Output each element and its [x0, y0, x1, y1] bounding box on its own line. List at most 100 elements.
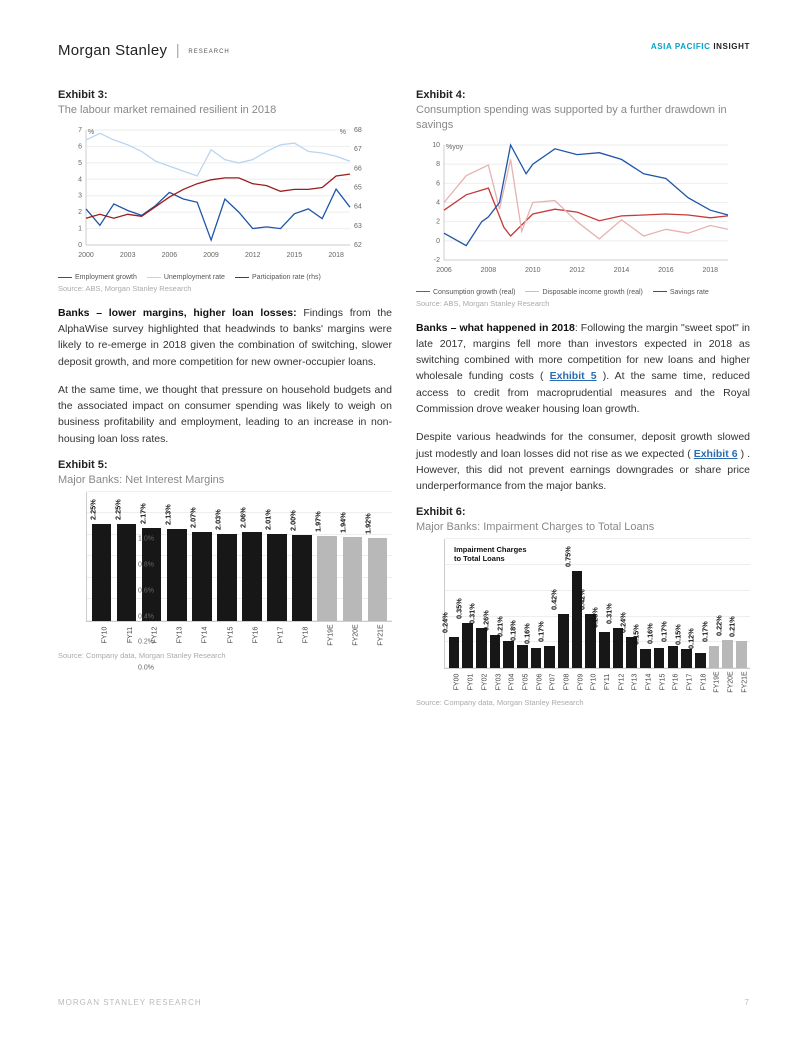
header-tag: ASIA PACIFIC INSIGHT: [651, 42, 750, 51]
header-insight: INSIGHT: [713, 42, 750, 51]
bar-FY19E: 0.17%FY19E: [707, 539, 721, 668]
exhibit5-subtitle: Major Banks: Net Interest Margins: [58, 473, 392, 488]
svg-text:2009: 2009: [203, 252, 219, 259]
svg-text:66: 66: [354, 165, 362, 172]
svg-text:2010: 2010: [525, 267, 541, 274]
svg-text:64: 64: [354, 204, 362, 211]
bar-FY03: 0.26%FY03: [488, 539, 502, 668]
svg-text:3: 3: [78, 193, 82, 200]
svg-text:68: 68: [354, 127, 362, 134]
exhibit4-chart: -2 0 2 4 6 8 10 2006 2008 2010 2012 2014 2016 2018 %yo…: [416, 137, 750, 296]
para-banks-lower: Banks – lower margins, higher loan losse…: [58, 305, 392, 370]
svg-text:5: 5: [78, 160, 82, 167]
brand-main: Morgan Stanley: [58, 42, 167, 59]
footer-page: 7: [745, 998, 750, 1007]
svg-text:8: 8: [436, 161, 440, 168]
header-region: ASIA PACIFIC: [651, 42, 711, 51]
exhibit6-chart: Impairment Charges to Total Loans 0.0%0.…: [416, 539, 750, 695]
svg-text:2000: 2000: [78, 252, 94, 259]
bar-FY04: 0.21%FY04: [502, 539, 516, 668]
exhibit5-source: Source: Company data, Morgan Stanley Res…: [58, 651, 392, 660]
page-footer: MORGAN STANLEY RESEARCH 7: [58, 998, 750, 1007]
svg-text:0: 0: [436, 238, 440, 245]
bar-FY05: 0.18%FY05: [515, 539, 529, 668]
brand: Morgan Stanley | RESEARCH: [58, 42, 230, 59]
exhibit4-legend: Consumption growth (real)Disposable inco…: [416, 289, 750, 296]
left-column: Exhibit 3: The labour market remained re…: [58, 89, 392, 719]
para-banks-2018: Banks – what happened in 2018: Following…: [416, 320, 750, 418]
exhibit6-link[interactable]: Exhibit 6: [694, 448, 738, 460]
bar-FY06: 0.16%FY06: [529, 539, 543, 668]
para3-lead: Banks – what happened in 2018: [416, 322, 575, 334]
bar-FY19E: 1.97%FY19E: [315, 492, 340, 621]
exhibit5-chart: 0.0%0.5%1.0%1.5%2.0%2.5%3.0%2.25%FY102.2…: [58, 492, 392, 648]
brand-sub: RESEARCH: [188, 49, 229, 55]
bar-FY21E: 0.21%FY21E: [734, 539, 748, 668]
bar-FY16: 0.17%FY16: [666, 539, 680, 668]
exhibit4-subtitle: Consumption spending was supported by a …: [416, 103, 750, 133]
exhibit3-source: Source: ABS, Morgan Stanley Research: [58, 284, 392, 293]
svg-text:2008: 2008: [481, 267, 497, 274]
bar-FY18: 0.12%FY18: [693, 539, 707, 668]
svg-text:62: 62: [354, 242, 362, 249]
svg-text:2: 2: [78, 209, 82, 216]
bar-FY10: 0.42%FY10: [584, 539, 598, 668]
bar-FY12: 2.17%FY12: [139, 492, 164, 621]
bar-FY02: 0.31%FY02: [474, 539, 488, 668]
bar-FY10: 2.25%FY10: [89, 492, 114, 621]
exhibit4-source: Source: ABS, Morgan Stanley Research: [416, 299, 750, 308]
svg-text:1: 1: [78, 225, 82, 232]
svg-text:67: 67: [354, 146, 362, 153]
svg-text:6: 6: [78, 143, 82, 150]
svg-text:%: %: [88, 129, 94, 136]
svg-text:2003: 2003: [120, 252, 136, 259]
page-header: Morgan Stanley | RESEARCH ASIA PACIFIC I…: [58, 42, 750, 59]
svg-text:2015: 2015: [287, 252, 303, 259]
svg-text:2016: 2016: [658, 267, 674, 274]
exhibit6-title: Exhibit 6:: [416, 506, 750, 518]
svg-text:2: 2: [436, 218, 440, 225]
exhibit6-subtitle: Major Banks: Impairment Charges to Total…: [416, 520, 750, 535]
bar-FY18: 2.00%FY18: [290, 492, 315, 621]
bar-FY17: 2.01%FY17: [265, 492, 290, 621]
bar-FY21E: 1.92%FY21E: [365, 492, 390, 621]
svg-text:4: 4: [436, 199, 440, 206]
bar-FY16: 2.06%FY16: [239, 492, 264, 621]
svg-text:2012: 2012: [569, 267, 585, 274]
svg-text:%: %: [340, 129, 346, 136]
svg-text:4: 4: [78, 176, 82, 183]
bar-FY15: 0.16%FY15: [652, 539, 666, 668]
bar-FY11: 2.25%FY11: [114, 492, 139, 621]
brand-divider: |: [176, 42, 180, 59]
para-budgets: At the same time, we thought that pressu…: [58, 382, 392, 447]
svg-text:2018: 2018: [328, 252, 344, 259]
svg-text:2018: 2018: [702, 267, 718, 274]
exhibit6-source: Source: Company data, Morgan Stanley Res…: [416, 698, 750, 707]
footer-left: MORGAN STANLEY RESEARCH: [58, 998, 202, 1007]
svg-text:-2: -2: [434, 257, 440, 264]
svg-text:2014: 2014: [614, 267, 630, 274]
bar-FY13: 2.13%FY13: [164, 492, 189, 621]
svg-text:7: 7: [78, 127, 82, 134]
exhibit5-link[interactable]: Exhibit 5: [550, 370, 597, 382]
exhibit3-title: Exhibit 3:: [58, 89, 392, 101]
exhibit4-title: Exhibit 4:: [416, 89, 750, 101]
bar-FY20E: 0.22%FY20E: [721, 539, 735, 668]
exhibit5-title: Exhibit 5:: [58, 459, 392, 471]
svg-text:6: 6: [436, 180, 440, 187]
svg-text:0: 0: [78, 242, 82, 249]
exhibit3-chart: 0123456762636465666768200020032006200920…: [58, 122, 392, 281]
svg-text:2006: 2006: [436, 267, 452, 274]
svg-text:2006: 2006: [162, 252, 178, 259]
bar-FY12: 0.31%FY12: [611, 539, 625, 668]
right-column: Exhibit 4: Consumption spending was supp…: [416, 89, 750, 719]
bar-FY13: 0.24%FY13: [625, 539, 639, 668]
exhibit3-legend: Employment growthUnemployment ratePartic…: [58, 274, 392, 281]
bar-FY14: 2.07%FY14: [189, 492, 214, 621]
svg-text:10: 10: [432, 142, 440, 149]
para3-body: : Following the margin "sweet spot" in l…: [416, 322, 750, 415]
bar-FY20E: 1.94%FY20E: [340, 492, 365, 621]
svg-text:65: 65: [354, 184, 362, 191]
exhibit3-subtitle: The labour market remained resilient in …: [58, 103, 392, 118]
svg-text:%yoy: %yoy: [446, 144, 464, 151]
